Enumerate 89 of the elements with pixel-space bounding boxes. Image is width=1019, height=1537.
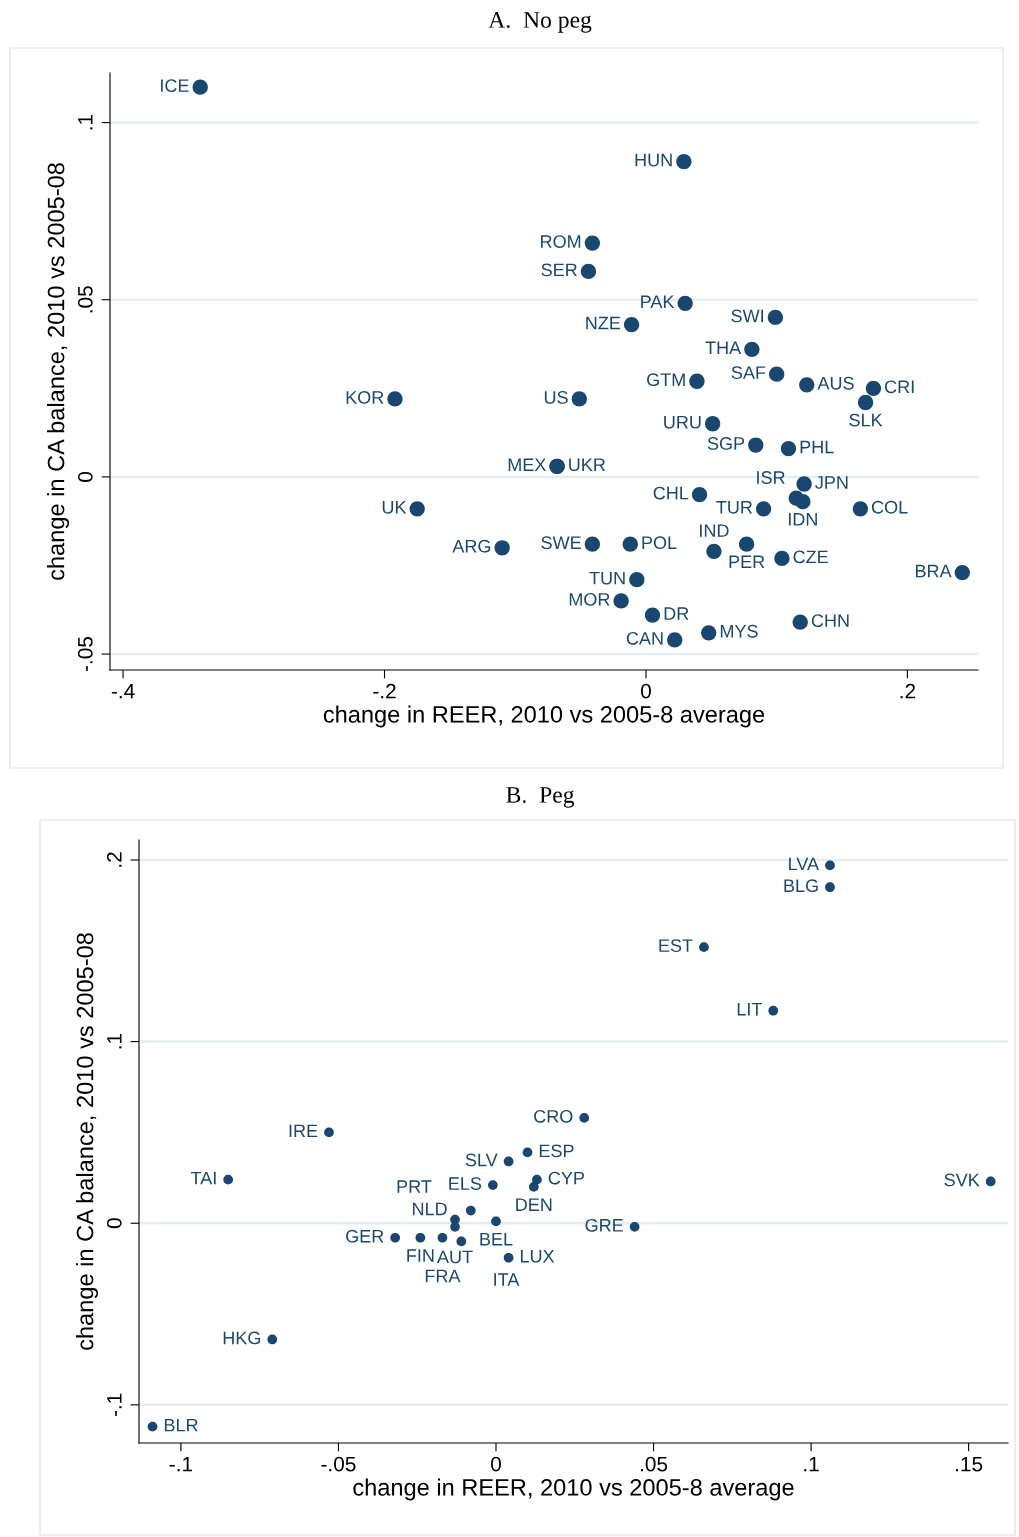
annotation: UKR	[569, 458, 606, 472]
annotation: SLV	[465, 1153, 498, 1167]
annotation: LIT	[737, 1002, 762, 1016]
annotation: DR	[664, 607, 689, 620]
annotation: BRA	[915, 564, 952, 578]
annotation: BLG	[784, 879, 818, 893]
annotation: LVA	[789, 857, 820, 871]
annotation: TUN	[589, 571, 625, 585]
y-tick-label: 0	[106, 1218, 122, 1229]
annotation: SER	[541, 263, 577, 277]
x-tick-label: -.4	[111, 683, 135, 699]
annotation: PER	[729, 555, 765, 568]
annotation: PHL	[800, 440, 834, 454]
x-axis-title: change in REER, 2010 vs 2005-8 average	[323, 705, 765, 728]
annotation: AUT	[437, 1250, 473, 1264]
annotation: THA	[705, 341, 742, 355]
annotation: NZE	[586, 316, 621, 330]
annotation: SGP	[707, 437, 745, 450]
annotation: HUN	[635, 153, 672, 167]
annotation: EST	[659, 939, 693, 953]
annotation: PAK	[641, 295, 675, 308]
x-tick-label: 0	[640, 683, 651, 699]
annotation: GRE	[585, 1218, 623, 1232]
x-tick-label: .2	[900, 683, 916, 699]
annotation: PRT	[397, 1180, 432, 1193]
y-tick-label: -.1	[107, 1393, 122, 1417]
annotation: LUX	[520, 1249, 555, 1263]
chart-title: A. No peg	[488, 12, 592, 33]
annotation: TAI	[190, 1171, 216, 1185]
annotation: ELS	[449, 1177, 482, 1190]
annotation: ESP	[539, 1144, 574, 1158]
y-tick-label: -.05	[77, 636, 93, 672]
y-tick-label: .2	[106, 852, 122, 867]
annotation: CHL	[653, 486, 689, 500]
y-tick-label: .05	[77, 286, 93, 313]
y-tick-label: .1	[78, 114, 93, 130]
annotation: US	[544, 391, 568, 404]
annotation: TUR	[716, 501, 753, 514]
annotation: UK	[382, 501, 407, 514]
x-tick-label: 0	[491, 1456, 501, 1472]
y-axis-title: change in CA balance, 2010 vs 2005-08	[47, 163, 70, 580]
x-tick-label: -.05	[321, 1456, 356, 1472]
annotation: FIN	[407, 1249, 434, 1262]
annotation: CZE	[793, 550, 828, 564]
x-axis-title: change in REER, 2010 vs 2005-8 average	[353, 1478, 794, 1501]
annotation: KOR	[346, 391, 384, 404]
annotation: MOR	[569, 592, 610, 606]
y-tick-label: 0	[77, 471, 93, 482]
annotation: CAN	[626, 631, 663, 645]
annotation: CHN	[811, 614, 849, 628]
annotation: SAF	[731, 366, 766, 379]
annotation: HKG	[223, 1331, 261, 1345]
annotation: POL	[642, 536, 677, 550]
annotation: IRE	[289, 1124, 318, 1138]
x-tick-label: .1	[804, 1456, 819, 1472]
annotation: GTM	[647, 373, 685, 387]
annotation: JPN	[815, 476, 848, 489]
annotation: SVK	[944, 1173, 980, 1187]
annotation: BEL	[480, 1232, 513, 1246]
annotation: SWE	[541, 536, 581, 550]
x-tick-label: .05	[640, 1456, 668, 1472]
y-tick-label: .1	[107, 1033, 122, 1049]
annotation: COL	[871, 500, 908, 514]
annotation: ICE	[161, 79, 189, 93]
annotation: URU	[664, 416, 701, 429]
y-axis-title: change in CA balance, 2010 vs 2005-08	[76, 933, 99, 1350]
annotation: AUS	[817, 376, 854, 390]
annotation: SLK	[849, 413, 883, 427]
annotation: ITA	[494, 1273, 520, 1286]
annotation: MYS	[720, 624, 758, 638]
annotation: DEN	[516, 1198, 552, 1211]
x-tick-label: .15	[956, 1456, 983, 1472]
annotation: IND	[700, 524, 729, 537]
annotation: CRO	[534, 1109, 573, 1123]
annotation: ROM	[541, 235, 581, 248]
annotation: CYP	[548, 1171, 585, 1185]
annotation: MEX	[508, 458, 546, 471]
annotation: ARG	[452, 539, 491, 553]
annotation: IDN	[788, 513, 817, 526]
x-tick-label: -.2	[373, 683, 396, 699]
annotation: SWI	[731, 309, 764, 323]
annotation: GER	[346, 1229, 384, 1243]
annotation: CRI	[885, 380, 914, 394]
chart-title: B. Peg	[506, 787, 575, 808]
annotation: ISR	[757, 471, 785, 484]
x-tick-label: -.1	[169, 1456, 193, 1472]
annotation: FRA	[425, 1269, 461, 1283]
annotation: NLD	[413, 1202, 447, 1216]
annotation: BLR	[164, 1418, 198, 1432]
